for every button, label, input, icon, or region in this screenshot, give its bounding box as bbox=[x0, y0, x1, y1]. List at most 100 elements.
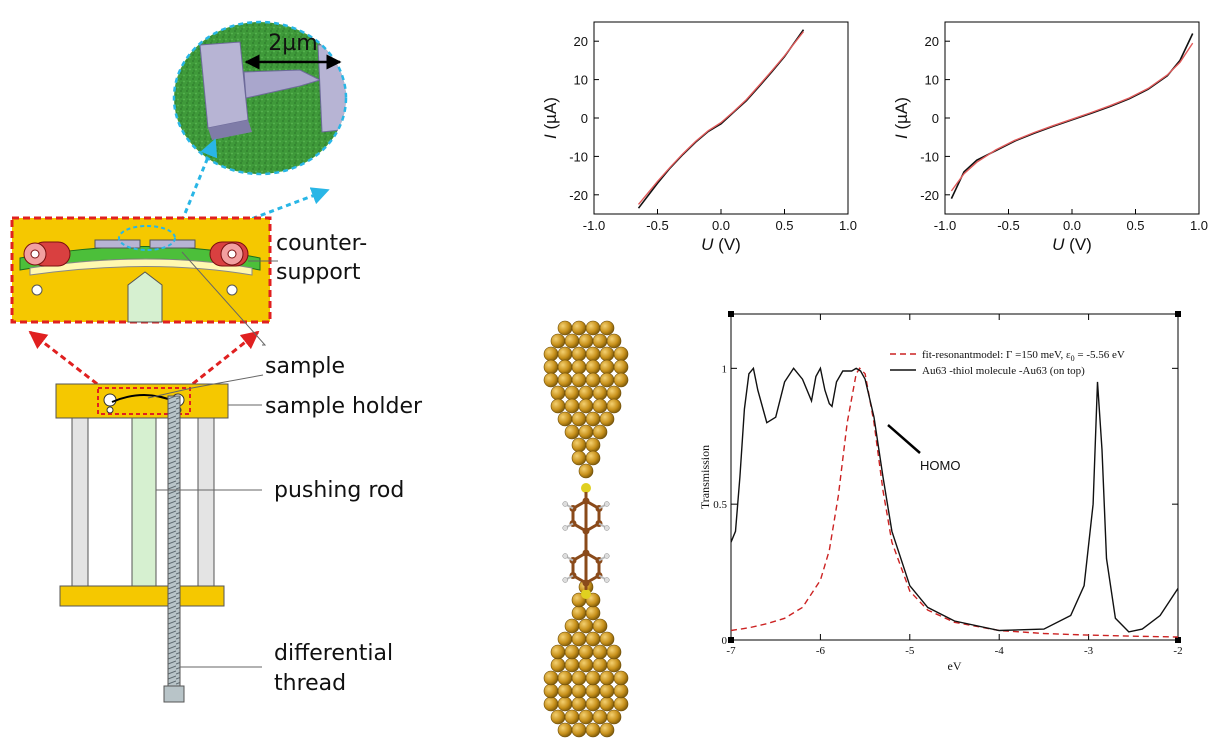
gold-atom bbox=[578, 333, 594, 349]
apparatus bbox=[55, 383, 229, 703]
x-tick-label: -0.5 bbox=[997, 218, 1019, 233]
label-sample-holder: sample holder bbox=[265, 394, 423, 419]
x-tick-label: 1.0 bbox=[1190, 218, 1208, 233]
y-tick-label: 1 bbox=[722, 363, 728, 375]
x-axis-label: U (V) bbox=[701, 235, 741, 254]
x-tick-label: -1.0 bbox=[583, 218, 605, 233]
gold-atom bbox=[599, 670, 615, 686]
gold-atom bbox=[592, 709, 608, 725]
x-tick-label: -4 bbox=[995, 645, 1005, 657]
gold-atom bbox=[571, 320, 587, 336]
hydrogen-atom bbox=[604, 525, 610, 531]
gold-atom bbox=[543, 346, 559, 362]
y-axis-label: Transmission bbox=[698, 445, 712, 509]
gold-atom bbox=[564, 618, 580, 634]
gold-atom bbox=[599, 372, 615, 388]
carbon-atom bbox=[582, 549, 590, 557]
gold-atom bbox=[557, 631, 573, 647]
gold-atom bbox=[571, 346, 587, 362]
plot-frame bbox=[593, 21, 849, 215]
gold-atom bbox=[592, 385, 608, 401]
counter-support-cylinder-right bbox=[209, 241, 249, 267]
gold-atom bbox=[613, 696, 629, 712]
setup-illustration: 2µm bbox=[10, 20, 423, 703]
gold-atom bbox=[606, 644, 622, 660]
x-tick-label: 0.5 bbox=[1126, 218, 1144, 233]
gold-atom bbox=[585, 346, 601, 362]
pushing-rod bbox=[131, 417, 157, 587]
gold-atom bbox=[550, 709, 566, 725]
label-differential-2: thread bbox=[274, 671, 346, 696]
gold-atom bbox=[571, 450, 587, 466]
label-sample: sample bbox=[265, 354, 345, 379]
gold-atom bbox=[571, 683, 587, 699]
gold-atom bbox=[585, 605, 601, 621]
gold-atom bbox=[613, 670, 629, 686]
label-counter-support-1: counter- bbox=[276, 231, 367, 256]
y-tick-label: -20 bbox=[920, 188, 939, 203]
gold-atom bbox=[578, 463, 594, 479]
gold-atom bbox=[564, 398, 580, 414]
gold-atom bbox=[557, 320, 573, 336]
x-tick-label: 0.0 bbox=[1063, 218, 1081, 233]
gold-atom bbox=[571, 372, 587, 388]
gold-atom bbox=[599, 411, 615, 427]
gold-atom bbox=[543, 359, 559, 375]
gold-atom bbox=[613, 683, 629, 699]
sulfur-atom bbox=[581, 483, 591, 493]
hydrogen-atom bbox=[562, 501, 568, 507]
hydrogen-atom bbox=[604, 501, 610, 507]
hydrogen-atom bbox=[604, 553, 610, 559]
gold-atom bbox=[578, 709, 594, 725]
gold-atom bbox=[550, 644, 566, 660]
hydrogen-atom bbox=[604, 577, 610, 583]
bending-mechanism-detail bbox=[10, 216, 272, 324]
gold-atom bbox=[585, 722, 601, 738]
y-tick-label: 0 bbox=[932, 111, 939, 126]
counter-support-cylinder-left bbox=[23, 241, 71, 267]
label-pushing-rod: pushing rod bbox=[274, 478, 404, 503]
gold-atom bbox=[585, 450, 601, 466]
gold-atom bbox=[550, 333, 566, 349]
gold-atom bbox=[557, 670, 573, 686]
gold-atom bbox=[613, 359, 629, 375]
hydrogen-atom bbox=[562, 577, 568, 583]
gold-atom bbox=[543, 670, 559, 686]
molecular-junction bbox=[543, 320, 629, 738]
gold-atom bbox=[585, 683, 601, 699]
gold-atom bbox=[564, 644, 580, 660]
gold-atom bbox=[606, 398, 622, 414]
gold-atom bbox=[592, 398, 608, 414]
gold-atom bbox=[613, 346, 629, 362]
gold-atom bbox=[564, 333, 580, 349]
gold-atom bbox=[564, 657, 580, 673]
x-tick-label: -5 bbox=[905, 645, 915, 657]
gold-atom bbox=[592, 644, 608, 660]
label-counter-support-2: support bbox=[276, 260, 361, 285]
series-line-0 bbox=[950, 33, 1194, 199]
gold-atom bbox=[571, 722, 587, 738]
hydrogen-atom bbox=[562, 525, 568, 531]
sample-holder bbox=[55, 383, 229, 419]
y-axis-label: I (µA) bbox=[892, 97, 911, 139]
gold-atom bbox=[550, 657, 566, 673]
y-axis-label: I (µA) bbox=[541, 97, 560, 139]
y-tick-label: 20 bbox=[574, 34, 588, 49]
gold-atom bbox=[564, 709, 580, 725]
series-line-1 bbox=[950, 42, 1194, 192]
zoom-arrow-red-left bbox=[28, 330, 106, 392]
gold-atom bbox=[592, 333, 608, 349]
series-line-1 bbox=[730, 366, 1179, 633]
gold-atom bbox=[606, 385, 622, 401]
x-tick-label: -2 bbox=[1173, 645, 1182, 657]
gold-atom bbox=[599, 320, 615, 336]
gold-atom bbox=[585, 320, 601, 336]
y-tick-label: -10 bbox=[569, 149, 588, 164]
legend-label-au63: Au63 -thiol molecule -Au63 (on top) bbox=[922, 365, 1085, 377]
x-tick-label: -6 bbox=[816, 645, 826, 657]
gold-atom bbox=[571, 631, 587, 647]
gold-atom bbox=[599, 631, 615, 647]
series-line-0 bbox=[637, 29, 805, 209]
carbon-atom bbox=[582, 527, 590, 535]
differential-thread bbox=[167, 395, 181, 687]
